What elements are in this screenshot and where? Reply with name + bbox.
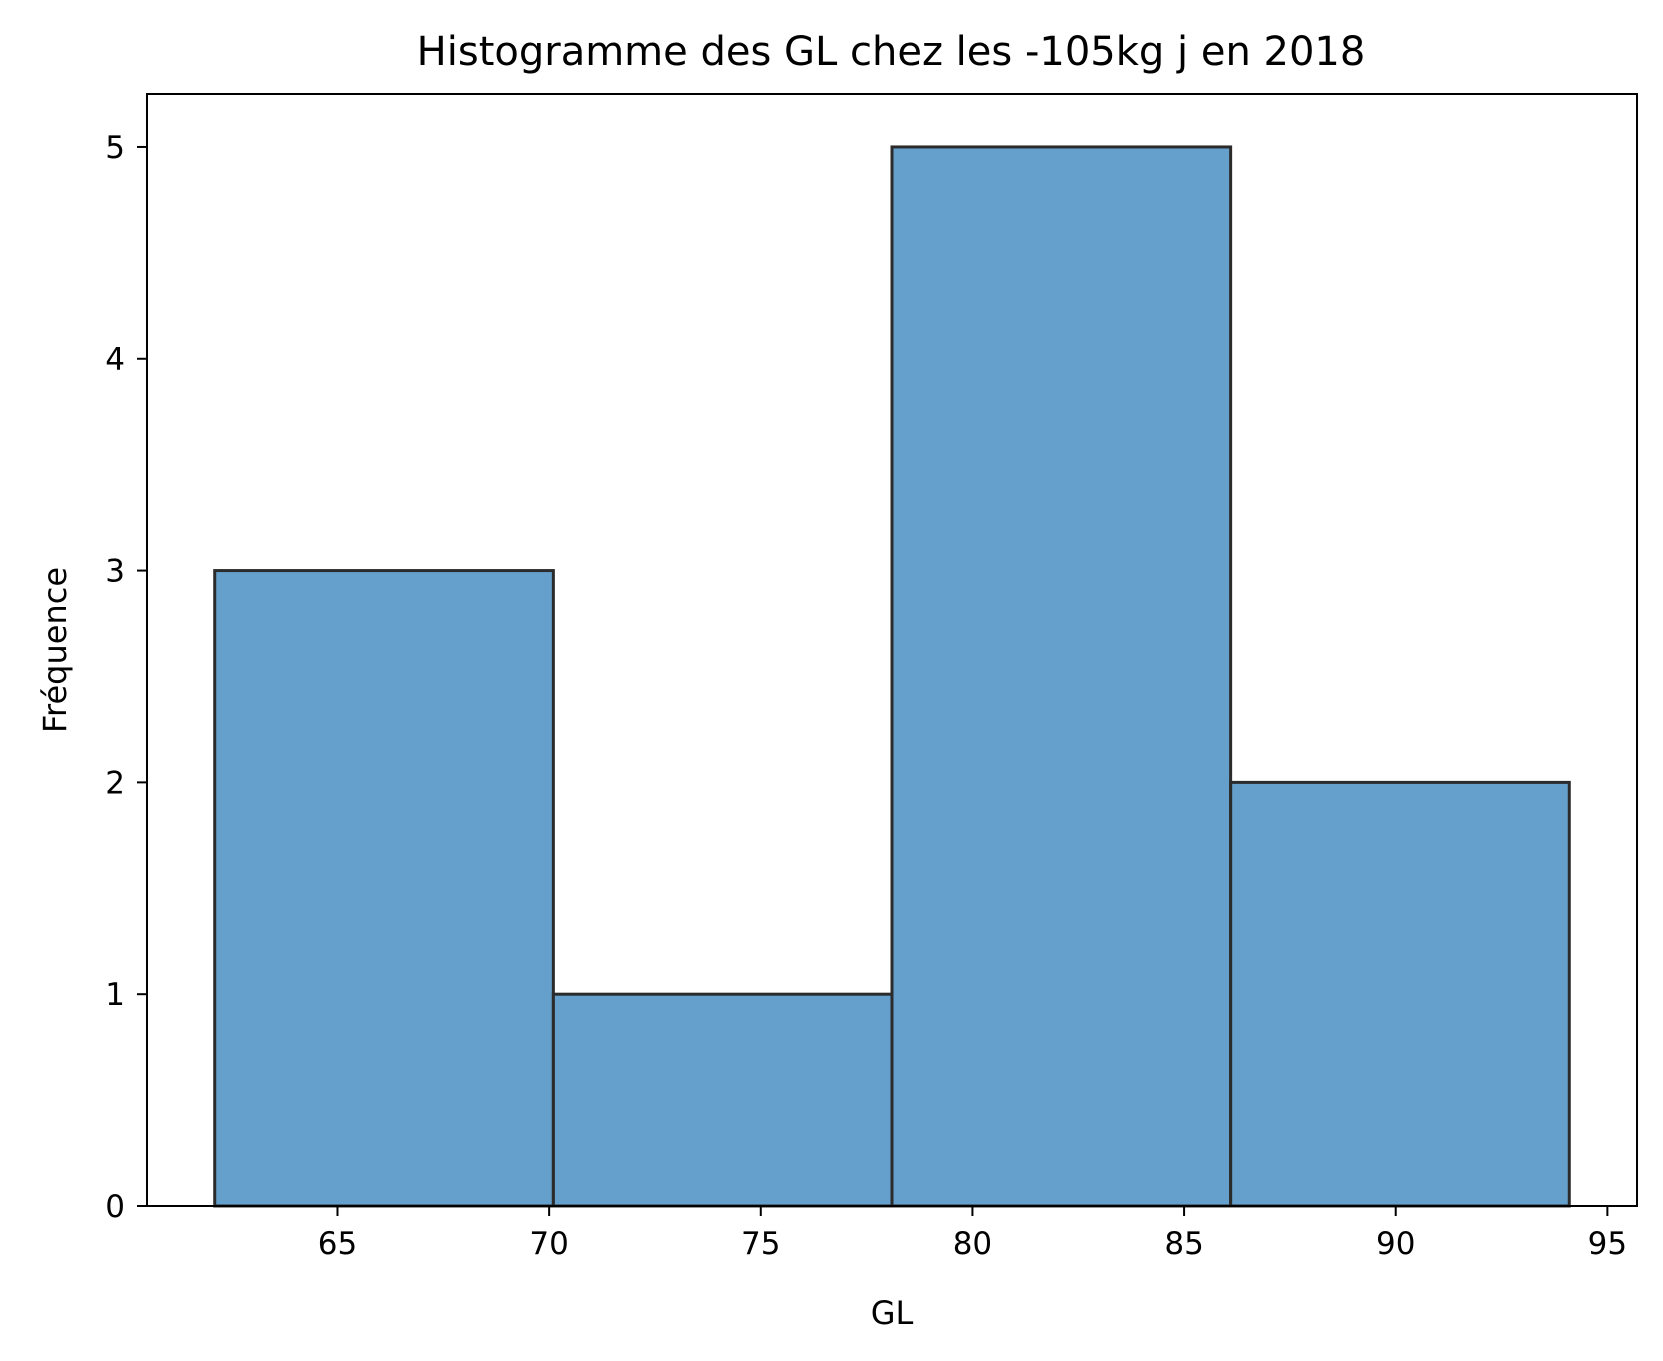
x-tick-label: 75	[741, 1226, 780, 1262]
y-tick-label: 4	[105, 342, 125, 378]
y-axis-ticks: 0 1 2 3 4 5	[105, 130, 147, 1225]
bars-layer	[213, 145, 1571, 1208]
histogram-bar-1	[213, 569, 555, 1208]
y-tick-label: 5	[105, 130, 125, 166]
y-tick-label: 1	[105, 977, 125, 1013]
y-tick-label: 3	[105, 554, 125, 590]
histogram-bar-2	[551, 992, 894, 1208]
x-tick-label: 85	[1164, 1226, 1203, 1262]
histogram-bar-4	[1229, 780, 1571, 1208]
x-axis-label: GL	[871, 1294, 914, 1332]
chart-title: Histogramme des GL chez les -105kg j en …	[417, 29, 1366, 75]
plot-frame	[146, 93, 1638, 1207]
x-tick-label: 70	[529, 1226, 568, 1262]
y-tick-label: 0	[105, 1189, 125, 1225]
x-tick-label: 95	[1588, 1226, 1627, 1262]
x-tick-label: 80	[953, 1226, 992, 1262]
x-tick-label: 65	[318, 1226, 357, 1262]
x-axis-ticks: 65 70 75 80 85 90 95	[318, 1206, 1627, 1262]
histogram-bar-3	[890, 145, 1233, 1208]
y-axis-label: Fréquence	[36, 567, 74, 733]
y-tick-label: 2	[105, 765, 125, 801]
x-tick-label: 90	[1376, 1226, 1415, 1262]
